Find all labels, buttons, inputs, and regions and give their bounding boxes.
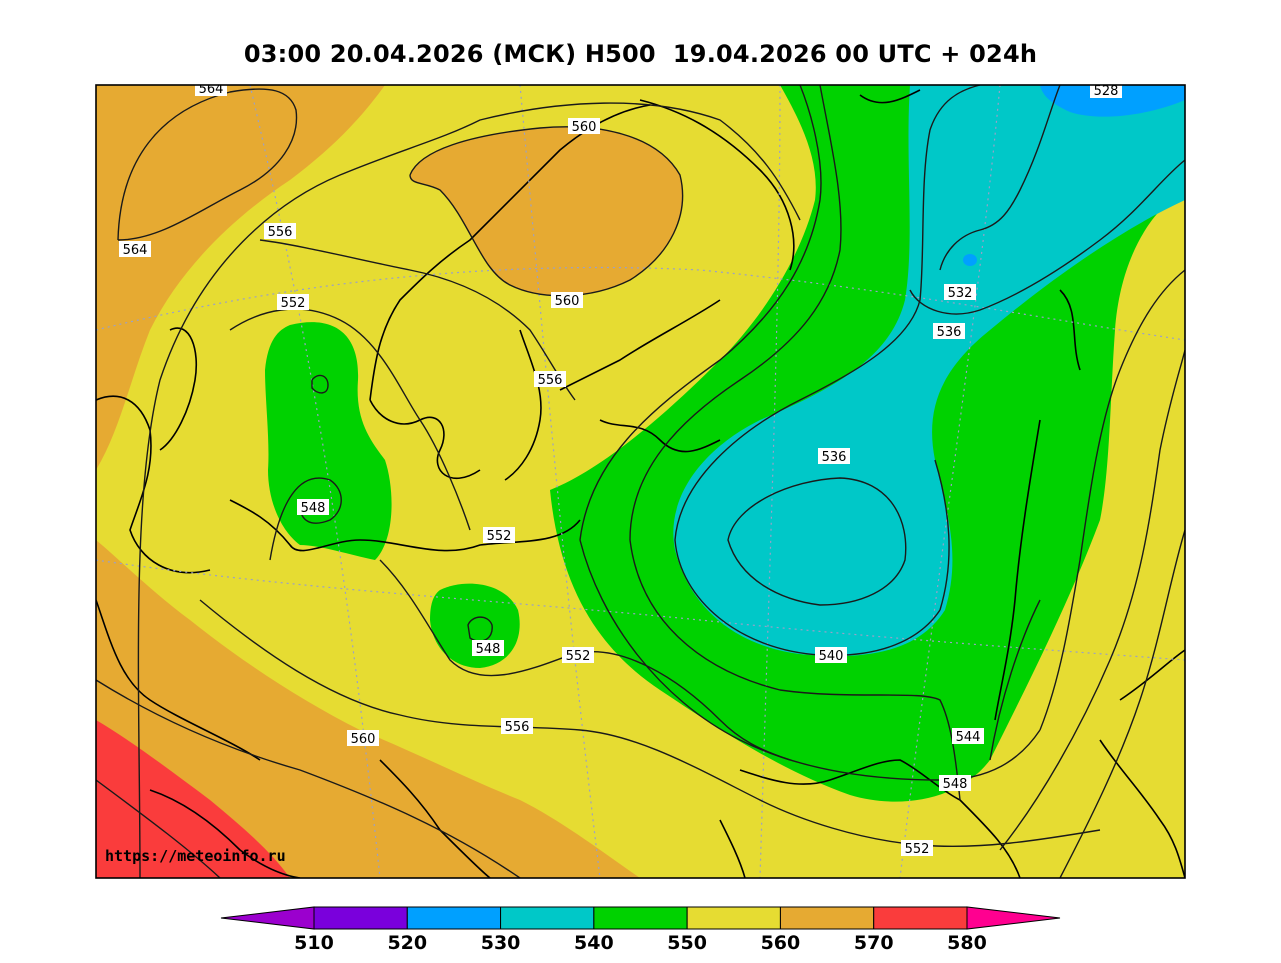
colorbar-tick-label: 550 xyxy=(667,932,707,954)
label-552-central: 552 xyxy=(562,647,594,664)
label-556-north: 556 xyxy=(264,223,296,240)
field-570-580 xyxy=(96,720,290,878)
svg-text:552: 552 xyxy=(566,649,591,664)
colorbar-under-arrow xyxy=(220,906,315,930)
label-552-west: 552 xyxy=(277,294,309,311)
svg-text:552: 552 xyxy=(905,842,930,857)
field-530-540 xyxy=(673,85,1185,657)
colorbar-segment xyxy=(686,906,781,930)
colorbar: 510 520 530 540 550 560 570 580 xyxy=(220,906,1061,954)
svg-text:560: 560 xyxy=(572,120,597,135)
colorbar-segment xyxy=(406,906,502,930)
svg-text:536: 536 xyxy=(822,450,847,465)
colorbar-tick-label: 540 xyxy=(574,932,614,954)
contour-labels: 564 560 528 564 556 552 560 532 536 556 … xyxy=(119,82,1122,857)
label-556-south: 556 xyxy=(501,718,533,735)
label-548-east: 548 xyxy=(939,775,971,792)
colorbar-segment xyxy=(313,906,408,930)
svg-text:560: 560 xyxy=(351,732,376,747)
label-560-south: 560 xyxy=(347,730,379,747)
colorbar-tick-label: 570 xyxy=(854,932,894,954)
contour-lines xyxy=(96,85,1185,878)
svg-text:540: 540 xyxy=(819,649,844,664)
label-564-left: 564 xyxy=(119,241,151,258)
svg-text:528: 528 xyxy=(1094,84,1119,99)
colorbar-segment xyxy=(873,906,968,930)
colorbar-segment xyxy=(500,906,595,930)
svg-text:532: 532 xyxy=(948,286,973,301)
label-540: 540 xyxy=(815,647,847,664)
colorbar-tick-label: 560 xyxy=(761,932,801,954)
label-532: 532 xyxy=(944,284,976,301)
svg-text:560: 560 xyxy=(555,294,580,309)
map-frame xyxy=(95,84,1186,879)
field-520-530-small xyxy=(963,254,977,266)
label-528: 528 xyxy=(1090,84,1122,99)
colorbar-tick-label: 530 xyxy=(481,932,521,954)
label-548-northsea: 548 xyxy=(297,499,329,516)
svg-text:548: 548 xyxy=(476,642,501,657)
svg-text:544: 544 xyxy=(956,730,981,745)
svg-text:564: 564 xyxy=(199,82,224,97)
svg-text:556: 556 xyxy=(505,720,530,735)
label-560-mid: 560 xyxy=(551,292,583,309)
field-540-550-northsea xyxy=(265,322,392,560)
colorbar-tick-label: 520 xyxy=(387,932,427,954)
label-564-top: 564 xyxy=(195,82,227,97)
watermark: https://meteoinfo.ru xyxy=(105,847,286,865)
colorbar-tick-label: 580 xyxy=(947,932,987,954)
label-556-sweden: 556 xyxy=(534,371,566,388)
colorbar-segment xyxy=(779,906,875,930)
label-536-center: 536 xyxy=(818,448,850,465)
colorbar-over-arrow xyxy=(966,906,1061,930)
svg-text:548: 548 xyxy=(943,777,968,792)
label-548-poland: 548 xyxy=(472,640,504,657)
colorbar-tick-label: 510 xyxy=(294,932,334,954)
svg-text:556: 556 xyxy=(538,373,563,388)
svg-text:536: 536 xyxy=(937,325,962,340)
label-560-scandinavia: 560 xyxy=(568,118,600,135)
label-552-southeast: 552 xyxy=(901,840,933,857)
field-560-570-scandinavia xyxy=(410,126,683,296)
graticule xyxy=(96,85,1185,878)
colorbar-segment xyxy=(593,906,688,930)
svg-text:564: 564 xyxy=(123,243,148,258)
label-552-baltic: 552 xyxy=(483,527,515,544)
svg-text:552: 552 xyxy=(281,296,306,311)
label-544: 544 xyxy=(952,728,984,745)
field-520-530 xyxy=(1040,85,1185,117)
svg-text:552: 552 xyxy=(487,529,512,544)
label-536-east: 536 xyxy=(933,323,965,340)
svg-text:548: 548 xyxy=(301,501,326,516)
svg-text:556: 556 xyxy=(268,225,293,240)
map-title: 03:00 20.04.2026 (МСК) H500 19.04.2026 0… xyxy=(243,40,1038,68)
